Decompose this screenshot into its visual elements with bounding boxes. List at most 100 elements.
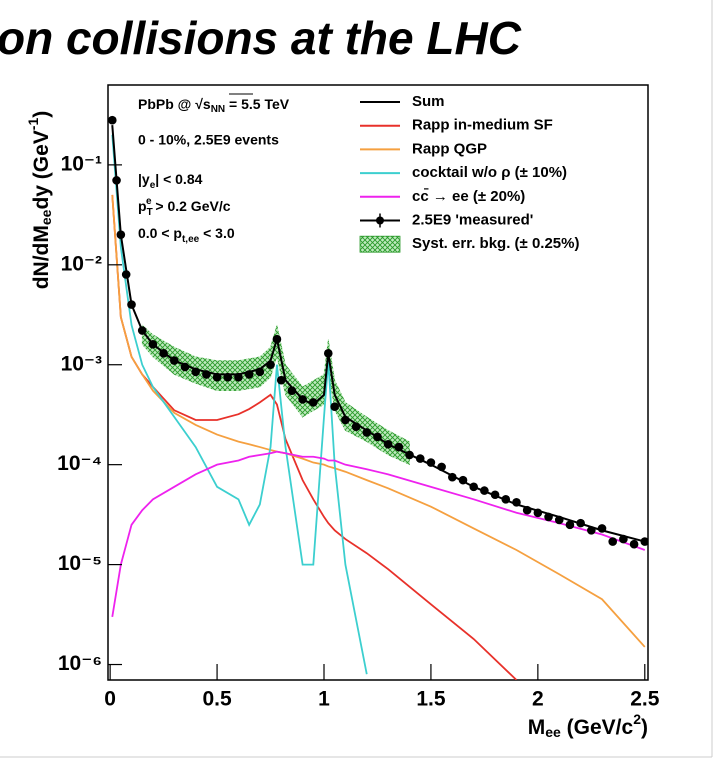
y-tick-label: 10⁻⁶	[58, 652, 102, 675]
measured-point	[116, 230, 126, 240]
annotation-part: 0.0 < p	[138, 225, 182, 241]
measured-point	[544, 512, 553, 522]
annotation-part: |y	[138, 171, 150, 187]
measured-point	[394, 442, 404, 452]
annotation-part: = 5.5 TeV	[225, 96, 290, 112]
series-line	[111, 134, 368, 675]
plot-area	[108, 115, 648, 680]
y-tick-label: 10⁻³	[61, 352, 102, 375]
measured-point	[426, 458, 436, 467]
legend-marker	[376, 216, 384, 225]
measured-point	[405, 450, 414, 460]
y-tick-label: 10⁻⁴	[57, 452, 102, 475]
measured-point	[554, 515, 564, 525]
annotation-part: t,ee	[182, 234, 200, 245]
measured-point	[180, 362, 190, 372]
measured-point	[137, 326, 147, 335]
measured-point	[437, 462, 446, 472]
annotation: PbPb @ √sNN = 5.5 TeV	[138, 96, 290, 115]
y-axis-label: dN/dMeedy (GeV-1)	[25, 111, 54, 290]
measured-point	[244, 370, 254, 379]
label-part: ee	[545, 724, 561, 740]
x-tick-label: 1	[318, 688, 330, 711]
measured-point	[202, 370, 211, 379]
annotation: 0 - 10%, 2.5E9 events	[138, 132, 279, 148]
measured-point	[458, 475, 468, 485]
measured-point	[287, 386, 297, 395]
legend-swatch	[359, 235, 401, 253]
annotation-part: NN	[211, 104, 225, 115]
measured-point	[501, 495, 511, 504]
legend: Sum Rapp in-medium SF Rapp QGP cocktail w/o…	[359, 93, 579, 253]
measured-point	[619, 534, 628, 544]
measured-point	[448, 472, 457, 482]
measured-point	[127, 300, 136, 309]
series-line	[111, 194, 646, 648]
measured-point	[533, 508, 543, 518]
measured-point	[469, 482, 479, 492]
label-part: (GeV/c	[561, 716, 634, 739]
measured-point	[234, 372, 243, 382]
measured-point	[276, 375, 286, 385]
title: on collisions at the LHC	[0, 12, 522, 64]
annotation-part: > 0.2 GeV/c	[152, 198, 231, 214]
measured-point	[341, 415, 350, 425]
measured-point	[323, 349, 333, 358]
measured-point	[159, 349, 168, 358]
measured-point	[576, 518, 585, 528]
measured-point	[608, 537, 618, 546]
annotation-part: e	[146, 196, 152, 207]
annotation-part: T	[147, 207, 153, 218]
measured-point	[212, 372, 222, 382]
legend-label: Sum	[412, 93, 445, 110]
measured-point	[480, 486, 489, 495]
label-part: ee	[38, 209, 54, 225]
measured-point	[597, 524, 607, 533]
y-tick-label: 10⁻⁵	[58, 552, 102, 575]
x-tick-label: 0.5	[202, 688, 232, 711]
label-part: 2	[633, 711, 641, 727]
legend-label: Syst. err. bkg. (± 0.25%)	[412, 235, 579, 252]
plot-frame	[107, 84, 649, 681]
series-line	[111, 194, 518, 680]
measured-point	[490, 490, 500, 500]
measured-point	[522, 505, 532, 515]
measured-point	[223, 372, 233, 382]
measured-point	[272, 334, 282, 344]
label-part: )	[30, 111, 53, 118]
annotation: pTe > 0.2 GeV/c	[138, 196, 231, 218]
x-axis-label: Mee (GeV/c2)	[528, 711, 648, 740]
measured-point	[255, 367, 265, 377]
y-tick-label: 10⁻¹	[61, 152, 102, 175]
annotation-part: < 3.0	[199, 225, 235, 241]
label-part: dN/dM	[30, 225, 53, 289]
legend-label: Rapp in-medium SF	[412, 117, 553, 134]
measured-point	[587, 526, 596, 535]
measured-point	[298, 395, 307, 404]
x-tick-label: 1.5	[416, 688, 446, 711]
measured-point	[309, 398, 318, 407]
measured-point	[373, 432, 382, 442]
annotation-part: PbPb @ √s	[138, 96, 211, 112]
syst-band	[302, 373, 325, 418]
measured-point	[362, 428, 372, 437]
legend-label: cocktail w/o ρ (± 10%)	[412, 164, 567, 181]
series-line	[111, 125, 646, 543]
y-tick-label: 10⁻²	[61, 252, 102, 275]
label-part: dy (GeV	[30, 130, 53, 209]
annotations: PbPb @ √sNN = 5.5 TeV 0 - 10%, 2.5E9 eve…	[138, 93, 290, 245]
measured-point	[383, 439, 393, 449]
measured-point	[351, 422, 361, 431]
measured-point	[565, 520, 575, 530]
axes: 10⁻¹ 10⁻² 10⁻³ 10⁻⁴ 10⁻⁵ 10⁻⁶0 0.5 1 1.5 2 2.5	[57, 152, 660, 710]
annotation-part: p	[138, 198, 147, 214]
label-part: -1	[25, 118, 41, 131]
legend-label: 2.5E9 'measured'	[412, 211, 533, 228]
measured-point	[108, 115, 117, 125]
x-tick-label: 2	[532, 688, 544, 711]
x-tick-label: 0	[104, 688, 116, 711]
series-line	[111, 450, 646, 617]
measured-point	[330, 402, 339, 412]
measured-point	[169, 356, 179, 365]
